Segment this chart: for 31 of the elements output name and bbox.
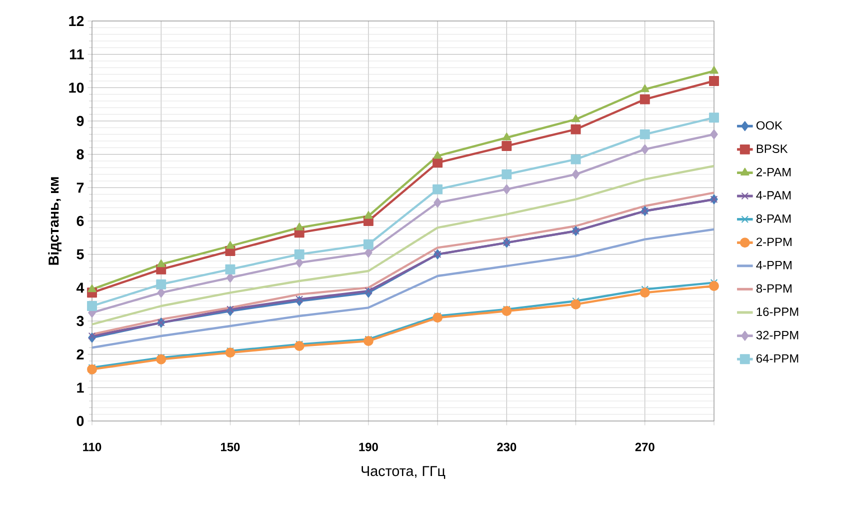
x-tick-label: 230 [497,442,516,452]
legend-label: 2-PAM [756,168,791,176]
y-tick-label: 4 [76,282,84,293]
legend-label: OOK [756,121,782,130]
legend-label: 8-PPM [756,284,792,293]
legend-label: 32-PPM [756,330,798,340]
y-tick-label: 3 [76,316,84,326]
y-tick-label: 5 [76,249,84,260]
x-tick-label: 110 [83,442,102,452]
y-tick-label: 6 [76,216,84,226]
x-tick-label: 190 [359,442,378,452]
y-tick-label: 2 [76,349,84,360]
legend-label: 64-PPM [756,354,798,363]
y-tick-label: 10 [69,82,84,93]
y-axis-title: Відстань, км [48,177,62,265]
legend-label: 16-PPM [756,308,798,316]
x-tick-label: 270 [635,442,654,452]
legend-label: 4-PAM [756,191,791,200]
legend-label: 4-PPM [756,261,792,270]
y-tick-label: 11 [70,49,84,60]
y-tick-label: 0 [76,416,84,426]
y-tick-label: 7 [76,182,84,193]
y-tick-label: 1 [77,382,84,393]
x-axis-title: Частота, ГГц [362,466,446,479]
legend-label: BPSK [756,144,788,153]
legend-label: 2-PPM [756,238,792,246]
y-tick-label: 12 [69,16,84,26]
legend-label: 8-PAM [756,214,791,223]
y-tick-label: 8 [76,149,84,160]
x-tick-label: 150 [221,442,240,452]
y-tick-label: 9 [76,116,84,126]
